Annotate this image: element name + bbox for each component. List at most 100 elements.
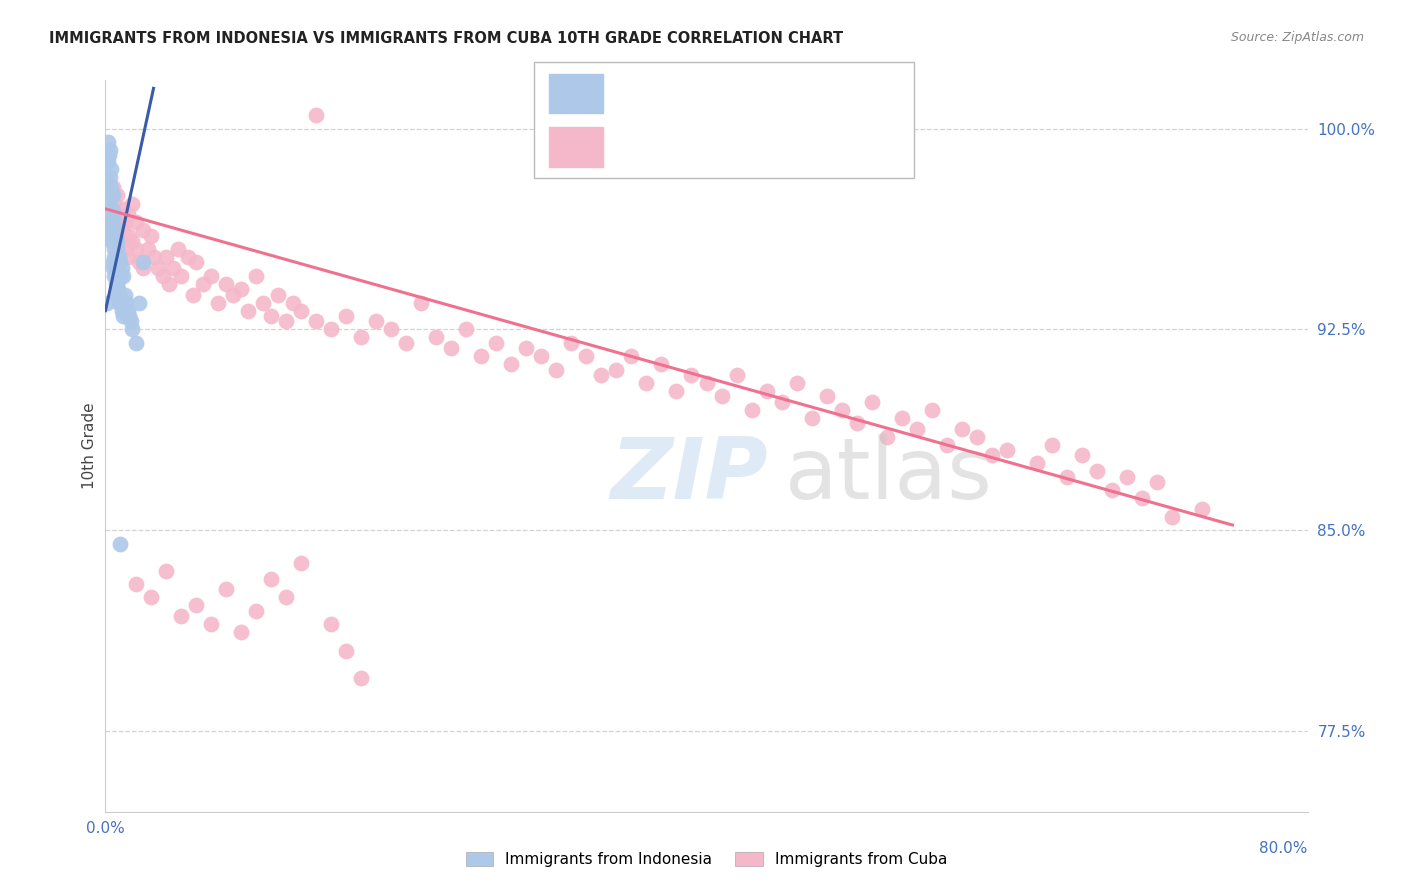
Point	[111, 303, 134, 318]
Point	[815, 389, 838, 403]
Point	[229, 282, 252, 296]
Point	[267, 287, 290, 301]
Point	[107, 228, 129, 243]
Point	[800, 410, 823, 425]
Point	[1085, 465, 1108, 479]
Point	[103, 268, 125, 283]
Text: ZIP: ZIP	[610, 434, 768, 516]
Point	[118, 228, 141, 243]
Point	[105, 268, 128, 283]
Point	[128, 295, 150, 310]
Point	[350, 330, 373, 344]
Point	[741, 402, 763, 417]
Point	[207, 295, 229, 310]
Point	[696, 376, 718, 390]
Point	[103, 242, 125, 256]
Text: 124: 124	[845, 138, 880, 156]
Point	[117, 250, 139, 264]
Point	[1146, 475, 1168, 490]
Point	[200, 268, 222, 283]
Point	[245, 268, 267, 283]
Point	[101, 180, 124, 194]
Point	[104, 223, 127, 237]
Point	[117, 303, 139, 318]
Point	[152, 268, 174, 283]
Text: 80.0%: 80.0%	[1260, 841, 1308, 856]
Point	[921, 402, 943, 417]
Point	[905, 421, 928, 435]
Text: 0.293: 0.293	[693, 85, 747, 103]
Point	[112, 223, 135, 237]
Point	[103, 196, 125, 211]
Point	[139, 228, 162, 243]
Point	[530, 349, 553, 363]
Point	[350, 671, 373, 685]
Point	[97, 135, 120, 149]
Point	[132, 223, 155, 237]
Point	[101, 223, 124, 237]
Point	[117, 207, 139, 221]
Point	[485, 335, 508, 350]
Point	[98, 148, 121, 162]
Point	[470, 349, 492, 363]
Point	[103, 207, 125, 221]
Point	[142, 250, 165, 264]
Point	[169, 609, 191, 624]
Point	[305, 108, 328, 122]
Point	[162, 260, 184, 275]
Point	[124, 242, 146, 256]
Point	[120, 314, 142, 328]
Point	[97, 228, 120, 243]
Point	[155, 250, 177, 264]
Point	[139, 591, 162, 605]
Point	[1130, 491, 1153, 506]
Bar	[550, 128, 603, 167]
Point	[101, 202, 124, 216]
Point	[876, 429, 898, 443]
Point	[124, 577, 146, 591]
Point	[110, 537, 132, 551]
Point	[191, 277, 214, 291]
Point	[101, 234, 124, 248]
Point	[121, 234, 143, 248]
Point	[995, 443, 1018, 458]
Point	[665, 384, 688, 398]
Point	[238, 303, 260, 318]
Point	[335, 309, 357, 323]
Point	[222, 287, 245, 301]
Point	[108, 250, 131, 264]
Point	[620, 349, 643, 363]
Point	[936, 437, 959, 451]
Point	[1191, 502, 1213, 516]
Point	[950, 421, 973, 435]
Point	[860, 394, 883, 409]
Point	[890, 410, 912, 425]
Point	[845, 416, 868, 430]
Point	[319, 617, 342, 632]
Point	[101, 188, 124, 202]
Point	[115, 295, 138, 310]
Point	[98, 207, 121, 221]
Point	[110, 215, 132, 229]
Point	[101, 260, 124, 275]
Point	[364, 314, 387, 328]
Point	[96, 295, 118, 310]
Point	[103, 250, 125, 264]
Point	[97, 153, 120, 168]
Point	[260, 309, 283, 323]
Text: Source: ZipAtlas.com: Source: ZipAtlas.com	[1230, 31, 1364, 45]
Point	[114, 287, 136, 301]
Point	[132, 260, 155, 275]
Point	[146, 260, 169, 275]
Point	[98, 215, 121, 229]
Point	[104, 260, 127, 275]
Point	[103, 215, 125, 229]
Point	[108, 295, 131, 310]
Point	[184, 255, 207, 269]
Text: IMMIGRANTS FROM INDONESIA VS IMMIGRANTS FROM CUBA 10TH GRADE CORRELATION CHART: IMMIGRANTS FROM INDONESIA VS IMMIGRANTS …	[49, 31, 844, 46]
Point	[157, 277, 180, 291]
Point	[546, 362, 568, 376]
Point	[115, 242, 138, 256]
Point	[560, 335, 582, 350]
Point	[710, 389, 733, 403]
